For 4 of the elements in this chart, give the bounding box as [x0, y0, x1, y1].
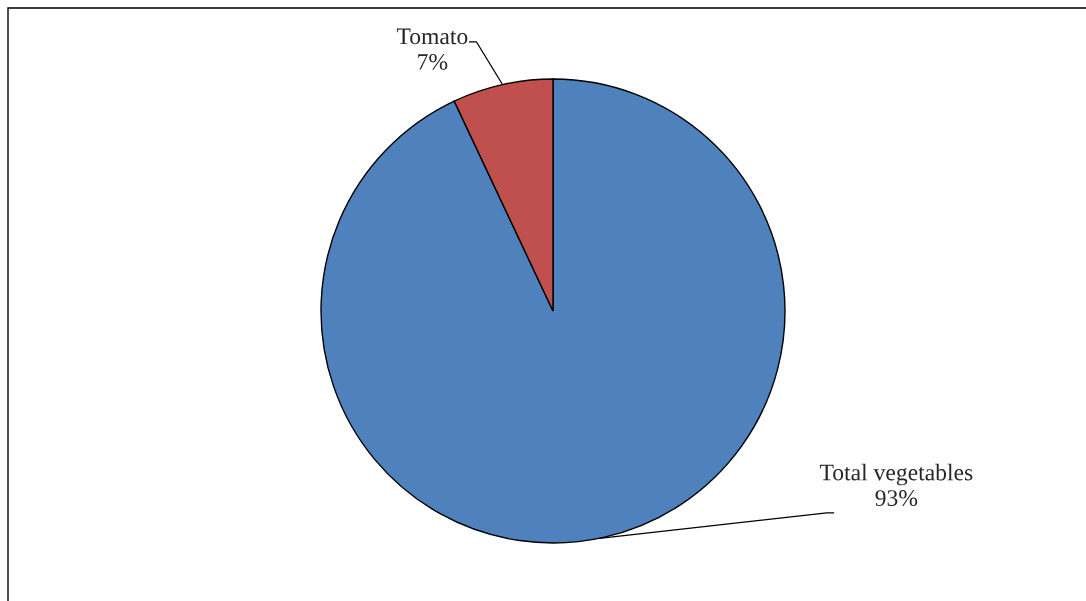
data-label: 7% [418, 53, 448, 70]
slice-label: Total vegetables [819, 463, 973, 486]
data-label: 93% [875, 490, 918, 507]
slice-label: Tomato [396, 28, 468, 45]
